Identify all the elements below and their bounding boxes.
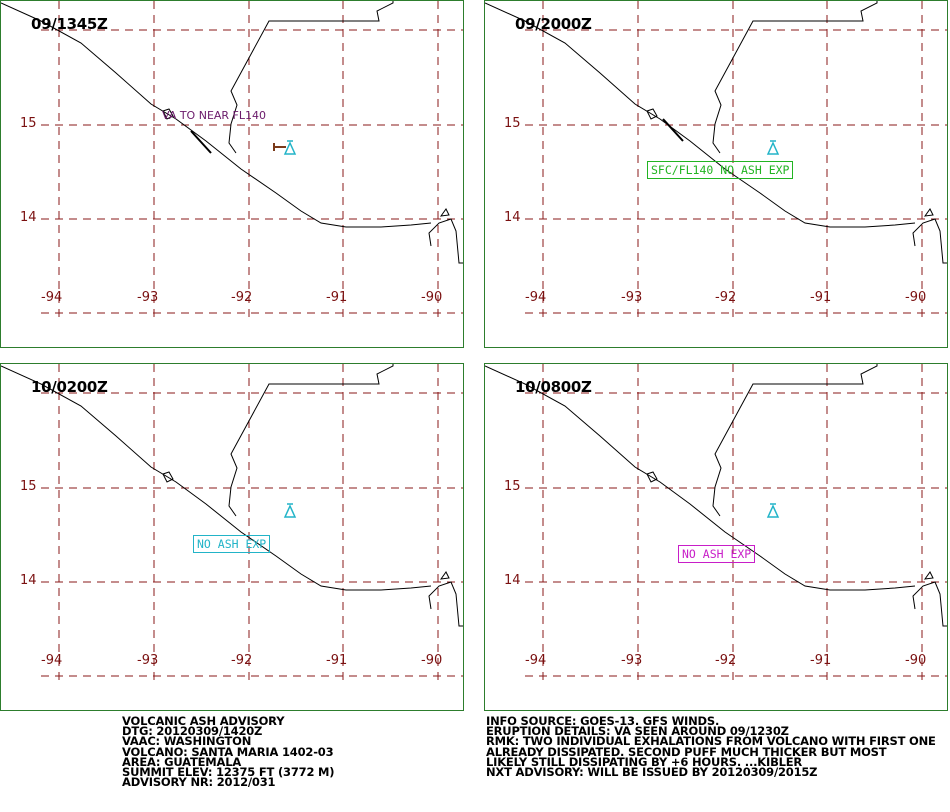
lon-label-94: -94: [41, 290, 63, 305]
map-panel-3: 10/0200Z 15 14 -94 -93 -92 -91 -90 NO AS…: [0, 363, 464, 711]
lat-label-15: 15: [504, 479, 521, 494]
map-2-graphics: [485, 1, 947, 319]
lat-label-15: 15: [20, 116, 37, 131]
map-3-graphics: [1, 364, 463, 682]
advisory-eruption: ERUPTION DETAILS: VA SEEN AROUND 09/1230…: [486, 724, 789, 739]
advisory-right: INFO SOURCE: GOES-13. GFS WINDS. ERUPTIO…: [486, 714, 936, 780]
coast-east: [912, 208, 947, 264]
coast-inlet: [646, 471, 658, 483]
map-1-graphics: [1, 1, 463, 319]
country-border: [712, 1, 878, 154]
lon-label-90: -90: [905, 653, 927, 668]
ash-plume-line: [662, 118, 684, 142]
volcano-icon: [766, 140, 780, 155]
country-border: [712, 364, 878, 517]
advisory-info-source: INFO SOURCE: GOES-13. GFS WINDS.: [486, 714, 720, 728]
coastline: [1, 365, 432, 591]
lat-label-14: 14: [20, 573, 37, 588]
ash-label-2: SFC/FL140 NO ASH EXP: [647, 161, 794, 179]
lat-label-15: 15: [504, 116, 521, 131]
advisory-dtg: DTG: 20120309/1420Z: [122, 724, 263, 739]
lon-label-93: -93: [621, 290, 643, 305]
lat-label-14: 14: [504, 573, 521, 588]
advisory-remark-3: LIKELY STILL DISSIPATING BY +6 HOURS. ..…: [486, 754, 803, 769]
lon-label-91: -91: [326, 290, 348, 305]
coastline: [1, 2, 432, 228]
lon-label-90: -90: [905, 290, 927, 305]
map-panel-2: 09/2000Z 15 14 -94 -93 -92 -91 -90 SFC/F…: [484, 0, 948, 348]
lat-label-14: 14: [504, 210, 521, 225]
map-panel-1: 09/1345Z 15 14 -94 -93 -92 -91 -90 VA TO…: [0, 0, 464, 348]
lat-label-14: 14: [20, 210, 37, 225]
volcano-icon: [283, 503, 297, 518]
advisory-area: AREA: GUATEMALA: [122, 754, 242, 769]
coastline: [485, 365, 916, 591]
lon-label-94: -94: [525, 653, 547, 668]
coast-east: [428, 571, 463, 627]
advisory-volcano: VOLCANO: SANTA MARIA 1402-03: [122, 744, 334, 759]
lon-label-92: -92: [715, 290, 737, 305]
lon-label-91: -91: [810, 290, 832, 305]
coast-east: [912, 571, 947, 627]
map-panel-4: 10/0800Z 15 14 -94 -93 -92 -91 -90 NO AS…: [484, 363, 948, 711]
lon-label-93: -93: [137, 653, 159, 668]
ash-label-1: VA TO NEAR FL140: [162, 109, 267, 122]
lon-label-92: -92: [715, 653, 737, 668]
coast-east: [428, 208, 463, 264]
country-border: [228, 1, 394, 154]
volcano-icon: [766, 503, 780, 518]
ash-label-3: NO ASH EXP: [193, 535, 271, 553]
advisory-number: ADVISORY NR: 2012/031: [122, 775, 276, 790]
advisory-next: NXT ADVISORY: WILL BE ISSUED BY 20120309…: [486, 765, 818, 780]
coastline: [485, 2, 916, 228]
map-4-graphics: [485, 364, 947, 682]
lon-label-94: -94: [41, 653, 63, 668]
panel-2-time: 09/2000Z: [515, 15, 592, 33]
lat-label-15: 15: [20, 479, 37, 494]
panel-4-time: 10/0800Z: [515, 378, 592, 396]
lon-label-92: -92: [231, 290, 253, 305]
lon-label-92: -92: [231, 653, 253, 668]
advisory-vaac: VAAC: WASHINGTON: [122, 734, 252, 749]
coast-inlet: [162, 471, 174, 483]
panel-1-time: 09/1345Z: [31, 15, 108, 33]
advisory-summit: SUMMIT ELEV: 12375 FT (3772 M): [122, 765, 335, 780]
advisory-left: VOLCANIC ASH ADVISORY DTG: 20120309/1420…: [122, 714, 335, 790]
ash-label-4: NO ASH EXP: [678, 545, 756, 563]
lon-label-93: -93: [621, 653, 643, 668]
coast-inlet: [162, 108, 174, 120]
advisory-remark-2: ALREADY DISSIPATED. SECOND PUFF MUCH THI…: [486, 744, 887, 759]
lon-label-93: -93: [137, 290, 159, 305]
lon-label-94: -94: [525, 290, 547, 305]
lon-label-91: -91: [326, 653, 348, 668]
ash-plume-line: [190, 130, 212, 154]
coast-inlet: [646, 108, 658, 120]
country-border: [228, 364, 394, 517]
lon-label-90: -90: [421, 653, 443, 668]
volcano-icon: [283, 140, 297, 155]
advisory-remark-1: RMK: TWO INDIVIDUAL EXHALATIONS FROM VOL…: [486, 734, 936, 749]
panel-3-time: 10/0200Z: [31, 378, 108, 396]
lon-label-90: -90: [421, 290, 443, 305]
advisory-title: VOLCANIC ASH ADVISORY: [122, 714, 285, 728]
lon-label-91: -91: [810, 653, 832, 668]
